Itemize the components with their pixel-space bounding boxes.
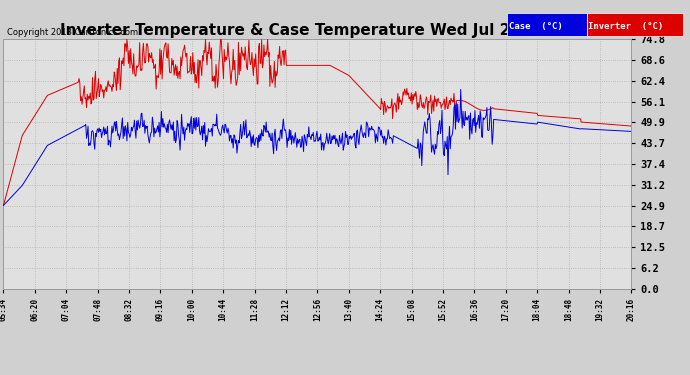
Text: Copyright 2013 Cartronics.com: Copyright 2013 Cartronics.com	[7, 28, 138, 37]
Text: Case  (°C): Case (°C)	[509, 22, 562, 31]
Text: Inverter  (°C): Inverter (°C)	[588, 22, 663, 31]
Title: Inverter Temperature & Case Temperature Wed Jul 24 20:20: Inverter Temperature & Case Temperature …	[60, 23, 575, 38]
